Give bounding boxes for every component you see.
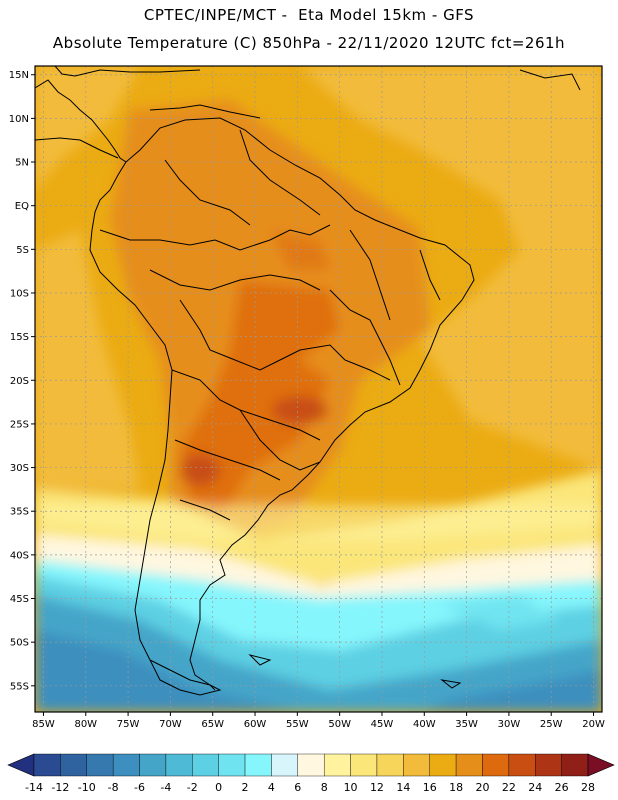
lon-tick-label: 85W bbox=[32, 719, 55, 730]
colorbar-swatch bbox=[323, 753, 351, 777]
colorbar-label: 24 bbox=[528, 781, 542, 794]
colorbar-label: 26 bbox=[555, 781, 569, 794]
colorbar-overflow-triangle bbox=[587, 753, 615, 777]
colorbar-swatch bbox=[376, 753, 404, 777]
colorbar-swatch bbox=[139, 753, 167, 777]
colorbar-underflow-triangle bbox=[7, 753, 35, 777]
colorbar-label: -8 bbox=[108, 781, 119, 794]
colorbar-label: 4 bbox=[268, 781, 275, 794]
colorbar-label: 2 bbox=[242, 781, 249, 794]
lon-tick-label: 60W bbox=[244, 719, 267, 730]
lon-tick-label: 20W bbox=[582, 719, 605, 730]
lon-tick-label: 65W bbox=[201, 719, 224, 730]
colorbar: -14 -12 -10 -8 -6 -4 -2 0 2 4 6 8 10 12 14 16 18 20 22 24 26… bbox=[7, 753, 615, 794]
lat-tick-label: 10S bbox=[10, 288, 29, 299]
colorbar-label: -2 bbox=[187, 781, 198, 794]
colorbar-label: 12 bbox=[370, 781, 384, 794]
colorbar-swatch bbox=[508, 753, 536, 777]
colorbar-label: 0 bbox=[215, 781, 222, 794]
lat-tick-label: 45S bbox=[10, 594, 29, 605]
lon-tick-label: 75W bbox=[117, 719, 140, 730]
lat-tick-label: 15S bbox=[10, 332, 29, 343]
lat-tick-label: 50S bbox=[10, 638, 29, 649]
lat-tick-label: 15N bbox=[9, 70, 29, 81]
colorbar-swatch bbox=[244, 753, 272, 777]
lon-tick-label: 25W bbox=[540, 719, 563, 730]
colorbar-label: -14 bbox=[25, 781, 43, 794]
colorbar-swatch bbox=[482, 753, 510, 777]
colorbar-label: 20 bbox=[475, 781, 489, 794]
lat-tick-label: 40S bbox=[10, 550, 29, 561]
chart-title-line-1: CPTEC/INPE/MCT - Eta Model 15km - GFS bbox=[143, 6, 475, 24]
colorbar-label: 28 bbox=[581, 781, 595, 794]
colorbar-swatch bbox=[561, 753, 589, 777]
lat-tick-label: EQ bbox=[15, 201, 29, 212]
colorbar-swatch bbox=[86, 753, 114, 777]
colorbar-swatch bbox=[535, 753, 562, 777]
colorbar-label: 14 bbox=[396, 781, 410, 794]
coastlines bbox=[35, 66, 581, 696]
colorbar-swatch bbox=[192, 753, 219, 777]
colorbar-label: 16 bbox=[423, 781, 437, 794]
colorbar-label: 6 bbox=[294, 781, 301, 794]
colorbar-swatch bbox=[60, 753, 87, 777]
temperature-field bbox=[35, 66, 602, 712]
lat-tick-label: 20S bbox=[10, 376, 29, 387]
colorbar-label: 22 bbox=[502, 781, 516, 794]
colorbar-swatch bbox=[33, 753, 61, 777]
colorbar-swatch bbox=[429, 753, 457, 777]
colorbar-swatch bbox=[165, 753, 193, 777]
colorbar-label: -12 bbox=[51, 781, 69, 794]
lat-tick-label: 30S bbox=[10, 463, 29, 474]
colorbar-swatch bbox=[403, 753, 430, 777]
chart-title-line-2: Absolute Temperature (C) 850hPa - 22/11/… bbox=[52, 34, 566, 52]
colorbar-label: -10 bbox=[78, 781, 96, 794]
lat-tick-label: 25S bbox=[10, 419, 29, 430]
lon-tick-label: 40W bbox=[413, 719, 436, 730]
colorbar-label: -4 bbox=[160, 781, 171, 794]
colorbar-swatch bbox=[297, 753, 325, 777]
axis-ticks: 15N 10N 5N EQ 5S 10S 15S 20S 25S 30S 35S 40S 45S 50S 5… bbox=[9, 70, 605, 730]
colorbar-label: -6 bbox=[134, 781, 145, 794]
colorbar-swatch bbox=[271, 753, 299, 777]
lon-tick-label: 80W bbox=[74, 719, 97, 730]
lat-tick-label: 5N bbox=[15, 158, 29, 169]
lat-tick-label: 55S bbox=[10, 681, 29, 692]
colorbar-label: 10 bbox=[344, 781, 358, 794]
colorbar-swatch bbox=[350, 753, 378, 777]
lon-tick-label: 35W bbox=[455, 719, 478, 730]
colorbar-swatch bbox=[455, 753, 483, 777]
colorbar-label: 18 bbox=[449, 781, 463, 794]
lat-tick-label: 10N bbox=[9, 114, 29, 125]
colorbar-label: 8 bbox=[321, 781, 328, 794]
lon-tick-label: 70W bbox=[159, 719, 182, 730]
lat-tick-label: 5S bbox=[16, 245, 29, 256]
map-frame bbox=[34, 65, 603, 713]
colorbar-swatch bbox=[112, 753, 140, 777]
colorbar-swatch bbox=[218, 753, 246, 777]
lon-tick-label: 45W bbox=[371, 719, 394, 730]
lon-tick-label: 55W bbox=[286, 719, 309, 730]
lat-tick-label: 35S bbox=[10, 507, 29, 518]
lon-tick-label: 50W bbox=[328, 719, 351, 730]
lon-tick-label: 30W bbox=[498, 719, 521, 730]
